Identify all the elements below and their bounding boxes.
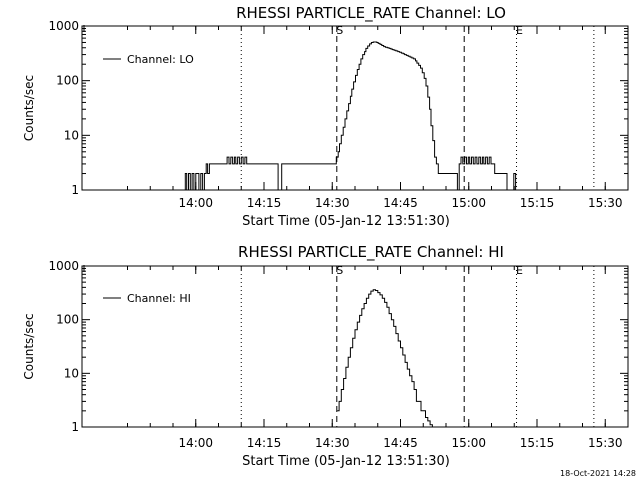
timestamp: 18-Oct-2021 14:28 xyxy=(560,469,636,478)
x-tick-label: 14:45 xyxy=(383,436,418,450)
y-tick-label: 10 xyxy=(64,128,79,142)
x-tick-label: 14:45 xyxy=(383,196,418,210)
x-tick-label: 15:30 xyxy=(588,196,623,210)
x-tick-label: 15:00 xyxy=(451,436,486,450)
y-tick-label: 100 xyxy=(56,313,79,327)
x-axis-label: Start Time (05-Jan-12 13:51:30) xyxy=(242,214,450,229)
y-tick-label: 10 xyxy=(64,366,79,380)
legend-label: Channel: HI xyxy=(127,292,191,305)
marker-start-label: S xyxy=(336,264,343,277)
series-line xyxy=(337,289,433,427)
y-tick-label: 1 xyxy=(71,183,79,197)
x-axis-label: Start Time (05-Jan-12 13:51:30) xyxy=(242,454,450,469)
panel-hi: RHESSI PARTICLE_RATE Channel: HI 1 10 100 10… xyxy=(22,243,629,469)
legend-label: Channel: LO xyxy=(127,53,194,66)
x-tick-label: 15:15 xyxy=(520,436,555,450)
panel-lo: RHESSI PARTICLE_RATE Channel: LO 1 10 100 10… xyxy=(22,4,629,229)
marker-start-label: S xyxy=(336,24,343,37)
x-tick-label: 15:15 xyxy=(520,196,555,210)
y-axis-label: Counts/sec xyxy=(22,313,36,379)
series-line xyxy=(183,41,539,191)
chart-title: RHESSI PARTICLE_RATE Channel: HI xyxy=(238,243,504,262)
x-tick-label: 15:30 xyxy=(588,436,623,450)
x-tick-label: 14:00 xyxy=(178,436,213,450)
x-tick-label: 14:30 xyxy=(315,436,350,450)
y-tick-label: 1000 xyxy=(48,259,79,273)
x-tick-label: 14:30 xyxy=(315,196,350,210)
y-tick-label: 100 xyxy=(56,74,79,88)
y-tick-label: 1000 xyxy=(48,19,79,33)
y-axis-label: Counts/sec xyxy=(22,75,36,141)
x-tick-label: 15:00 xyxy=(451,196,486,210)
y-tick-label: 1 xyxy=(71,420,79,434)
chart-title: RHESSI PARTICLE_RATE Channel: LO xyxy=(236,4,506,23)
x-tick-label: 14:00 xyxy=(178,196,213,210)
marker-end-label: E xyxy=(516,24,523,37)
x-tick-label: 14:15 xyxy=(247,196,282,210)
plot-frame xyxy=(81,25,629,191)
x-tick-label: 14:15 xyxy=(247,436,282,450)
marker-end-label: E xyxy=(516,264,523,277)
plot-frame xyxy=(81,265,629,428)
